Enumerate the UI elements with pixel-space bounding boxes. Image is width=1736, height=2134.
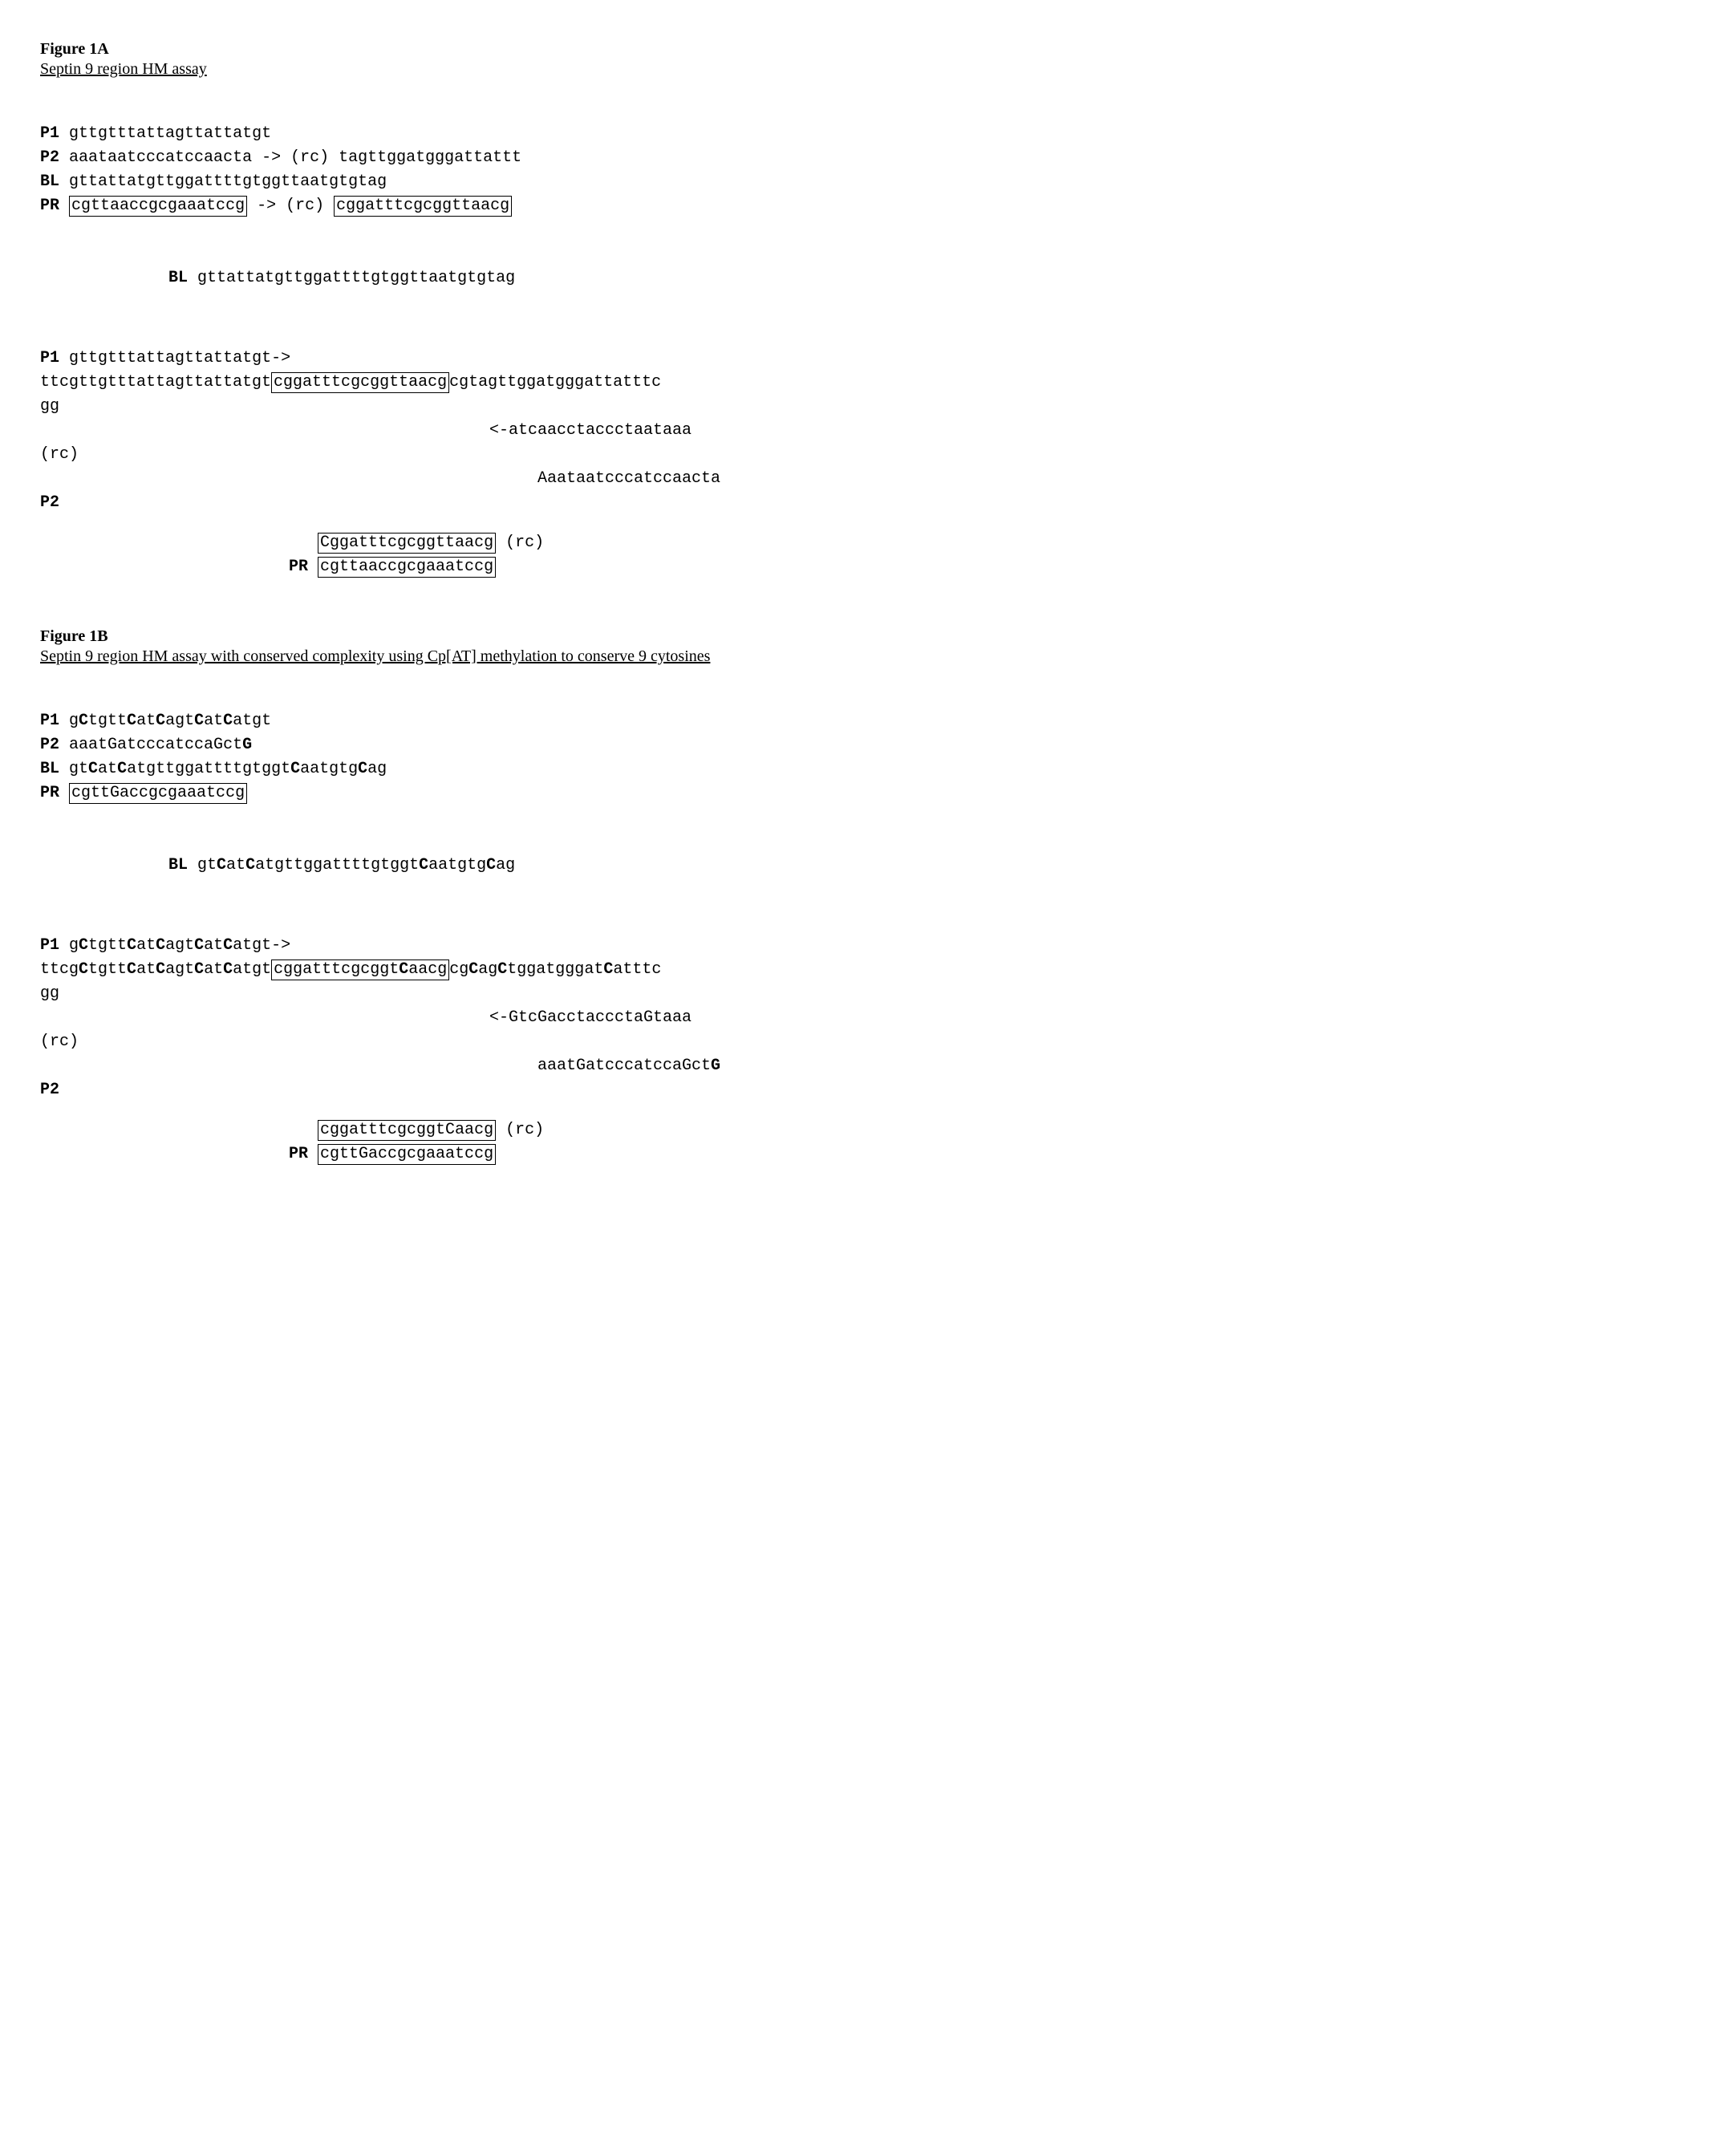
full-tail: gg: [40, 397, 59, 416]
p2-rc: tagttggatgggattattt: [339, 148, 521, 167]
b-pr-seq-box: cgttGaccgcgaaatccg: [69, 783, 247, 804]
p2b-label-line: P2: [40, 491, 810, 515]
b-prb-rc-box: cggatttcgcggtCaacg: [318, 1120, 496, 1141]
rc-label-line: (rc): [40, 443, 810, 467]
prb-line: PR cgttaaccgcgaaatccg: [40, 555, 810, 579]
b-p2-back-line: aaatGatcccatccaGctG: [40, 1054, 810, 1078]
b-prb-rc-line: PR cggatttcgcggtCaacg (rc): [40, 1118, 810, 1142]
p2-label: P2: [40, 148, 59, 167]
figure-a-title: Figure 1A: [40, 40, 810, 59]
arrow-back: <-atcaacctaccctaataaa: [489, 421, 692, 440]
p2-back-line: Aaataatcccatccaacta: [40, 467, 810, 491]
figure-b-sequences: P1 gCtgttCatCagtCatCatgt P2 aaatGatcccat…: [40, 685, 810, 805]
figure-b-subtitle: Septin 9 region HM assay with conserved …: [40, 647, 810, 666]
b-p1b-label: P1: [40, 936, 59, 955]
prb-seq-box: cgttaaccgcgaaatccg: [318, 557, 496, 578]
b-rc-label-line: (rc): [40, 1030, 810, 1054]
arrow-back-line: <-atcaacctaccctaataaa: [40, 419, 810, 443]
b-full-tail: gg: [40, 984, 59, 1003]
pr-seq-box: cgttaaccgcgaaatccg: [69, 196, 247, 217]
p1b-seq: gttgtttattagttattatgt->: [69, 349, 290, 367]
pr-arrow: -> (rc): [247, 197, 334, 215]
p2-arrow: -> (rc): [252, 148, 339, 167]
b-pr-label: PR: [40, 784, 59, 802]
pr-rc-box: cggatttcgcggttaacg: [334, 196, 512, 217]
p2-back: Aaataatcccatccaacta: [537, 469, 720, 488]
figure-a-subtitle: Septin 9 region HM assay: [40, 60, 810, 79]
b-arrow-back: <-GtcGacctaccctaGtaaa: [489, 1008, 692, 1027]
b-p2b-label: P2: [40, 1081, 59, 1099]
prb-rc-line: PR Cggatttcgcggttaacg (rc): [40, 531, 810, 555]
prb-rc-box: Cggatttcgcggttaacg: [318, 533, 496, 554]
b-p2b-label-line: P2: [40, 1078, 810, 1102]
pr-label: PR: [40, 197, 59, 215]
figure-a-bl2: BL gttattatgttggattttgtggttaatgtgtag: [40, 266, 810, 290]
b-rc-label: (rc): [40, 1033, 79, 1051]
b-prb-seq-box: cgttGaccgcgaaatccg: [318, 1144, 496, 1165]
figure-b-bl2: BL gtCatCatgttggattttgtggtCaatgtgCag: [40, 854, 810, 878]
b-prb-line: PR cgttGaccgcgaaatccg: [40, 1142, 810, 1166]
p1-seq: gttgtttattagttattatgt: [69, 124, 271, 143]
p2b-label: P2: [40, 493, 59, 512]
b-bl-label: BL: [40, 760, 59, 778]
b-p2-seq: aaatGatcccatccaGct: [69, 736, 242, 754]
b-full-box: cggatttcgcggtCaacg: [271, 959, 449, 980]
rc-label: (rc): [40, 445, 79, 464]
full-post: cgtagttggatgggattatttc: [449, 373, 661, 392]
b-prb-label: PR: [289, 1145, 308, 1163]
b-p2-bold: G: [242, 736, 252, 754]
b-bl2-label: BL: [168, 856, 188, 874]
p1-label: P1: [40, 124, 59, 143]
b-arrow-back-line: <-GtcGacctaccctaGtaaa: [40, 1006, 810, 1030]
figure-a-assembly: P1 gttgtttattagttattatgt-> ttcgttgtttatt…: [40, 323, 810, 419]
bl2-seq: gttattatgttggattttgtggttaatgtgtag: [197, 269, 515, 287]
figure-b-title: Figure 1B: [40, 627, 810, 646]
b-p2-back: aaatGatcccatccaGct: [537, 1057, 711, 1075]
b-p2-back-bold: G: [711, 1057, 720, 1075]
full-pre: ttcgttgtttattagttattatgt: [40, 373, 271, 392]
bl-label: BL: [40, 172, 59, 191]
b-p1-label: P1: [40, 712, 59, 730]
b-full-pre: ttcg: [40, 960, 79, 979]
prb-label: PR: [289, 558, 308, 576]
p2-seq: aaataatcccatccaacta: [69, 148, 252, 167]
figure-b-assembly: P1 gCtgttCatCagtCatCatgt-> ttcgCtgttCatC…: [40, 910, 810, 1006]
bl2-label: BL: [168, 269, 188, 287]
figure-a-sequences: P1 gttgtttattagttattatgt P2 aaataatcccat…: [40, 98, 810, 218]
prb-rc-label: (rc): [496, 534, 544, 552]
b-p2-label: P2: [40, 736, 59, 754]
full-box: cggatttcgcggttaacg: [271, 372, 449, 393]
p1b-label: P1: [40, 349, 59, 367]
b-prb-rc-label: (rc): [496, 1121, 544, 1139]
bl-seq: gttattatgttggattttgtggttaatgtgtag: [69, 172, 387, 191]
